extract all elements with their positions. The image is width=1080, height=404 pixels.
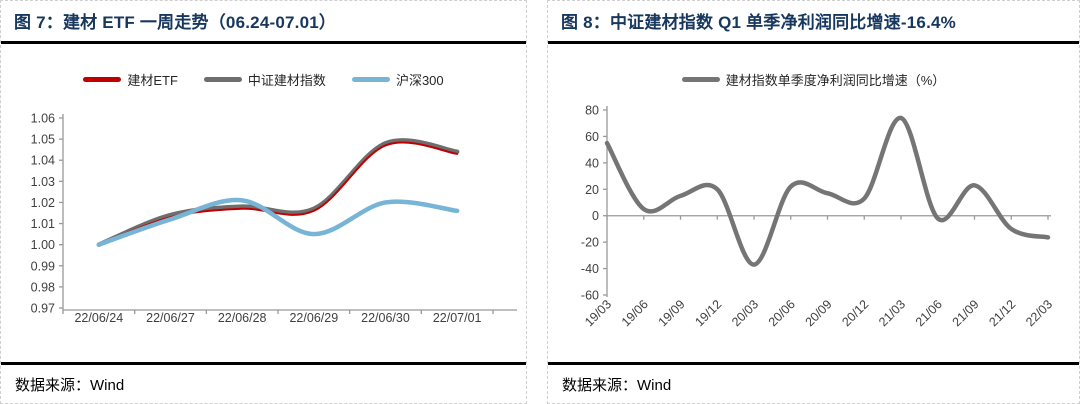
x-tick-label: 22/06/30 xyxy=(361,311,410,325)
legend-item: 中证建材指数 xyxy=(203,70,326,89)
y-tick-label: -60 xyxy=(581,289,599,303)
figure7-legend: 建材ETF 中证建材指数 沪深300 xyxy=(1,70,526,89)
figure8-chart-area: 建材指数单季度净利润同比增速（%） -60 -40 -20 0 20 40 60 80 19/0… xyxy=(548,44,1079,362)
legend-item: 建材ETF xyxy=(83,70,178,89)
data-source-value: Wind xyxy=(90,377,125,394)
legend-label: 建材指数单季度净利润同比增速（%） xyxy=(725,73,946,88)
legend-line-swatch xyxy=(83,77,122,82)
y-tick-label: 1.04 xyxy=(31,154,55,168)
x-tick-label: 21/09 xyxy=(950,297,982,329)
x-tick-label: 20/09 xyxy=(803,297,835,329)
legend-label: 建材ETF xyxy=(127,73,178,88)
figure7-chart-area: 建材ETF 中证建材指数 沪深300 0.97 0.98 0.99 1.00 1.01 1.0… xyxy=(1,44,526,362)
x-tick-label: 20/12 xyxy=(839,297,871,329)
x-tick-label: 19/12 xyxy=(692,297,724,329)
x-tick-label: 20/03 xyxy=(729,297,761,329)
figure8-title: 图 8：中证建材指数 Q1 单季净利润同比增速-16.4% xyxy=(548,1,1079,44)
data-source-value: Wind xyxy=(637,377,672,394)
x-tick-label: 22/03 xyxy=(1023,297,1055,329)
x-tick-label: 21/06 xyxy=(913,297,945,329)
series-line-2 xyxy=(96,197,460,247)
y-tick-label: 40 xyxy=(585,156,599,170)
y-tick-label: 80 xyxy=(585,104,599,118)
figure7-title: 图 7：建材 ETF 一周走势（06.24-07.01） xyxy=(1,1,526,44)
legend-line-swatch xyxy=(351,77,390,82)
y-tick-label: 0.99 xyxy=(31,259,55,273)
legend-label: 沪深300 xyxy=(395,73,444,88)
axes: -60 -40 -20 0 20 40 60 80 xyxy=(581,104,1051,303)
legend-item: 沪深300 xyxy=(351,70,444,89)
etf-week-trend-line-chart: 0.97 0.98 0.99 1.00 1.01 1.02 1.03 1.04 1.05 1.06… xyxy=(31,112,517,325)
figure8-legend: 建材指数单季度净利润同比增速（%） xyxy=(548,70,1079,89)
series-line-1 xyxy=(97,141,459,246)
y-tick-label: 1.03 xyxy=(31,175,55,189)
x-tick-label: 22/06/28 xyxy=(218,311,267,325)
legend-line-swatch xyxy=(681,77,720,82)
axes: 0.97 0.98 0.99 1.00 1.01 1.02 1.03 1.04 1.05 1.06 xyxy=(31,112,517,316)
legend-label: 中证建材指数 xyxy=(247,73,326,88)
data-source-label: 数据来源： xyxy=(562,376,638,394)
x-tick-label: 20/06 xyxy=(766,297,798,329)
legend-item: 建材指数单季度净利润同比增速（%） xyxy=(681,70,946,89)
y-tick-label: -20 xyxy=(581,236,599,250)
y-tick-label: 0 xyxy=(592,209,599,223)
y-tick-label: 1.02 xyxy=(31,196,55,210)
series-line-0 xyxy=(96,138,460,247)
x-tick-label: 19/06 xyxy=(619,297,651,329)
x-tick-label: 22/06/29 xyxy=(289,311,338,325)
y-tick-label: 1.06 xyxy=(31,112,55,126)
series-line-0 xyxy=(604,115,1051,267)
figure7-data-source: 数据来源：Wind xyxy=(1,362,526,403)
y-tick-label: 20 xyxy=(585,183,599,197)
y-tick-label: 1.01 xyxy=(31,217,55,231)
x-tick-label: 22/06/27 xyxy=(146,311,195,325)
y-tick-label: -40 xyxy=(581,262,599,276)
x-tick-label: 21/03 xyxy=(876,297,908,329)
y-tick-label: 1.00 xyxy=(31,238,55,252)
y-tick-label: 0.98 xyxy=(31,280,55,294)
figure8-panel: 图 8：中证建材指数 Q1 单季净利润同比增速-16.4% 建材指数单季度净利润… xyxy=(547,0,1080,404)
x-tick-label: 19/09 xyxy=(656,297,688,329)
y-tick-label: 1.05 xyxy=(31,133,55,147)
figure7-panel: 图 7：建材 ETF 一周走势（06.24-07.01） 建材ETF 中证建材指数… xyxy=(0,0,527,404)
legend-line-swatch xyxy=(203,77,242,82)
x-tick-label: 22/06/24 xyxy=(74,311,123,325)
x-tick-label: 22/07/01 xyxy=(433,311,482,325)
y-tick-label: 60 xyxy=(585,130,599,144)
data-source-label: 数据来源： xyxy=(15,376,91,394)
y-tick-label: 0.97 xyxy=(31,302,55,316)
x-tick-label: 21/12 xyxy=(986,297,1018,329)
figure8-data-source: 数据来源：Wind xyxy=(548,362,1079,403)
